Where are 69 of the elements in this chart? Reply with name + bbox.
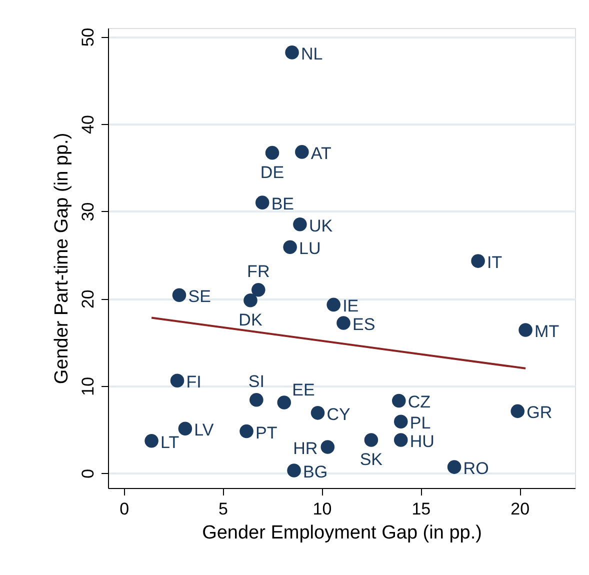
annotation: CZ xyxy=(408,392,431,412)
annotation: GR xyxy=(526,403,552,422)
point xyxy=(471,254,485,268)
annotation: DE xyxy=(260,162,284,182)
annotation: PT xyxy=(256,423,278,442)
annotation: NL xyxy=(301,44,323,64)
point xyxy=(320,440,335,454)
y-tick-label: 10 xyxy=(78,376,98,396)
point xyxy=(277,396,292,410)
point xyxy=(293,218,307,232)
point xyxy=(394,414,408,429)
annotation: LU xyxy=(299,239,321,258)
y-tick-label: 40 xyxy=(78,115,98,134)
annotation: EE xyxy=(292,380,315,400)
point xyxy=(250,392,264,407)
x-tick-label: 20 xyxy=(510,500,530,518)
point xyxy=(178,422,192,436)
point xyxy=(240,424,254,438)
annotation: MT xyxy=(534,322,560,342)
y-tick-label: 50 xyxy=(78,28,98,47)
annotation: IT xyxy=(487,253,502,272)
annotation: SK xyxy=(360,450,384,469)
x-tick-label: 15 xyxy=(412,500,431,518)
annotation: AT xyxy=(310,144,332,163)
annotation: RO xyxy=(463,459,489,478)
annotation: LV xyxy=(194,420,214,440)
annotation: BG xyxy=(303,462,328,482)
x-tick-label: 0 xyxy=(120,500,130,518)
point xyxy=(326,298,340,312)
annotation: FR xyxy=(247,262,270,281)
y-tick-label: 20 xyxy=(78,290,98,309)
annotation: DK xyxy=(238,310,263,330)
point xyxy=(518,323,532,337)
annotation: IE xyxy=(342,296,359,316)
y-tick-label: 30 xyxy=(78,202,98,222)
point xyxy=(255,196,270,210)
y-tick-label: 0 xyxy=(78,468,98,478)
annotation: SE xyxy=(188,287,211,306)
x-axis-title: Gender Employment Gap (in pp.) xyxy=(202,522,482,544)
point xyxy=(252,282,266,297)
annotation: UK xyxy=(308,216,334,236)
point xyxy=(447,460,462,474)
annotation: LT xyxy=(160,432,180,452)
annotation: BE xyxy=(271,194,294,214)
point xyxy=(265,146,280,160)
annotation: HR xyxy=(293,438,318,458)
x-tick-label: 5 xyxy=(218,500,228,518)
point xyxy=(310,406,325,420)
point xyxy=(295,145,309,159)
point xyxy=(394,433,408,447)
annotation: PL xyxy=(410,414,431,433)
point xyxy=(364,433,378,447)
point xyxy=(285,46,299,60)
annotation: SI xyxy=(248,372,264,391)
y-axis-title: Gender Part-time Gap (in pp.) xyxy=(52,132,72,384)
annotation: FI xyxy=(186,372,202,392)
point xyxy=(287,464,301,478)
annotation: ES xyxy=(352,315,376,334)
point xyxy=(392,394,406,408)
x-tick-label: 10 xyxy=(312,500,332,518)
point xyxy=(283,240,297,254)
annotation: HU xyxy=(410,432,434,451)
point xyxy=(244,293,258,308)
point xyxy=(336,316,350,330)
point xyxy=(144,434,158,448)
point xyxy=(510,404,525,418)
point xyxy=(170,374,184,388)
point xyxy=(172,288,186,302)
annotation: CY xyxy=(326,404,350,424)
